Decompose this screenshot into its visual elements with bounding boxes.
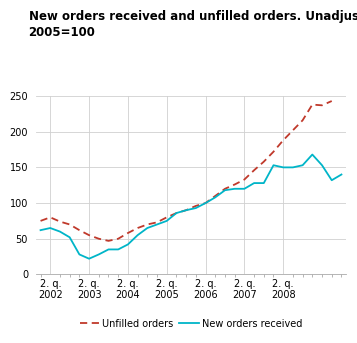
Unfilled orders	[301, 118, 305, 122]
Unfilled orders	[77, 228, 81, 232]
New orders received	[106, 247, 111, 251]
Unfilled orders	[310, 103, 315, 107]
Line: New orders received: New orders received	[41, 155, 341, 259]
New orders received	[58, 229, 62, 234]
Unfilled orders	[39, 219, 43, 223]
New orders received	[155, 222, 159, 226]
New orders received	[301, 163, 305, 167]
Unfilled orders	[320, 103, 324, 107]
Unfilled orders	[106, 239, 111, 243]
New orders received	[135, 233, 140, 237]
New orders received	[145, 226, 150, 230]
New orders received	[203, 201, 208, 205]
Unfilled orders	[213, 194, 217, 198]
Unfilled orders	[174, 211, 178, 215]
New orders received	[262, 181, 266, 185]
New orders received	[87, 257, 91, 261]
Unfilled orders	[126, 231, 130, 235]
Unfilled orders	[271, 150, 276, 154]
Unfilled orders	[48, 215, 52, 220]
Unfilled orders	[87, 233, 91, 237]
New orders received	[39, 228, 43, 232]
New orders received	[310, 153, 315, 157]
Unfilled orders	[291, 128, 295, 132]
Unfilled orders	[232, 182, 237, 187]
Unfilled orders	[67, 222, 72, 226]
New orders received	[271, 163, 276, 167]
Text: New orders received and unfilled orders. Unadjusted.
2005=100: New orders received and unfilled orders.…	[29, 10, 357, 39]
New orders received	[252, 181, 256, 185]
Legend: Unfilled orders, New orders received: Unfilled orders, New orders received	[76, 315, 306, 333]
Unfilled orders	[203, 201, 208, 205]
Unfilled orders	[242, 177, 247, 181]
New orders received	[165, 219, 169, 223]
New orders received	[97, 252, 101, 257]
New orders received	[77, 252, 81, 257]
Unfilled orders	[145, 222, 150, 226]
New orders received	[232, 187, 237, 191]
New orders received	[116, 247, 120, 251]
New orders received	[320, 163, 324, 167]
Unfilled orders	[58, 220, 62, 224]
Unfilled orders	[97, 237, 101, 241]
Unfilled orders	[194, 204, 198, 208]
Line: Unfilled orders: Unfilled orders	[41, 101, 332, 241]
Unfilled orders	[330, 99, 334, 103]
Unfilled orders	[184, 208, 188, 212]
Unfilled orders	[223, 187, 227, 191]
Unfilled orders	[281, 138, 285, 142]
New orders received	[330, 178, 334, 182]
New orders received	[281, 165, 285, 169]
New orders received	[242, 187, 247, 191]
New orders received	[174, 211, 178, 215]
Unfilled orders	[252, 168, 256, 172]
New orders received	[194, 206, 198, 210]
Unfilled orders	[116, 237, 120, 241]
New orders received	[67, 235, 72, 239]
New orders received	[339, 173, 343, 177]
New orders received	[291, 165, 295, 169]
New orders received	[213, 195, 217, 199]
Unfilled orders	[262, 159, 266, 164]
Unfilled orders	[165, 215, 169, 220]
New orders received	[184, 208, 188, 212]
Unfilled orders	[135, 226, 140, 230]
New orders received	[223, 188, 227, 192]
Unfilled orders	[155, 220, 159, 224]
New orders received	[126, 243, 130, 247]
New orders received	[48, 226, 52, 230]
